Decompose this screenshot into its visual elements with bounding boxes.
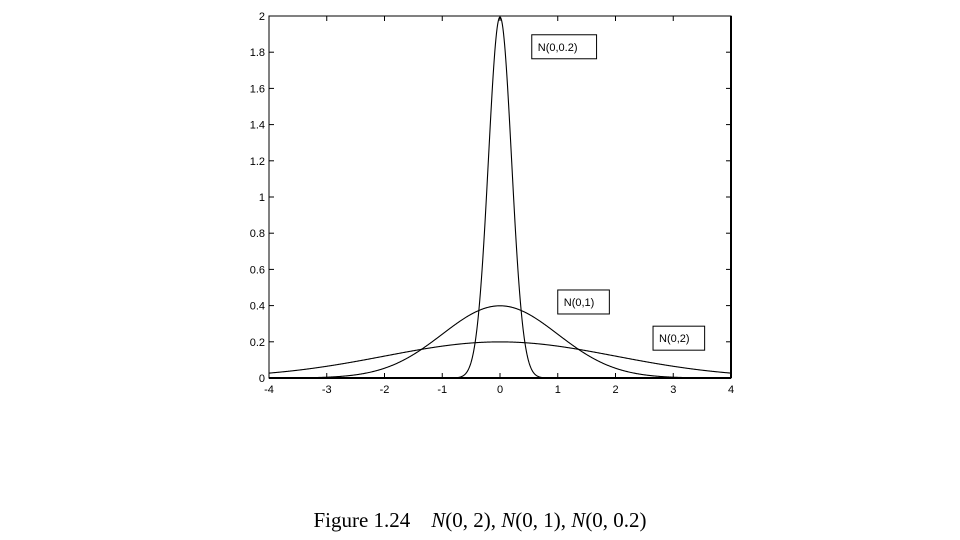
caption-r3: (0, 0.2) bbox=[585, 508, 647, 532]
y-tick-label: 2 bbox=[259, 11, 265, 23]
figure-caption: Figure 1.24 N(0, 2), N(0, 1), N(0, 0.2) bbox=[0, 508, 960, 533]
label-box: N(0,1) bbox=[557, 289, 610, 315]
curve-n-0-2- bbox=[268, 341, 732, 374]
caption-r2: (0, 1), bbox=[515, 508, 572, 532]
y-tick-label: 0.2 bbox=[250, 337, 265, 349]
caption-n3: N bbox=[571, 508, 586, 532]
annotations: N(0,0.2) N(0,1) N(0,2) bbox=[531, 34, 706, 351]
label-text: N(0,1) bbox=[564, 297, 595, 309]
x-tick-label: 4 bbox=[728, 384, 734, 396]
label-text: N(0,0.2) bbox=[538, 42, 578, 54]
plot-frame bbox=[268, 15, 732, 379]
x-tick-label: 0 bbox=[497, 384, 503, 396]
x-tick-label: -3 bbox=[322, 384, 332, 396]
caption-r1: (0, 2), bbox=[445, 508, 502, 532]
caption-n1: N bbox=[431, 508, 446, 532]
x-tick-label: 3 bbox=[670, 384, 676, 396]
x-tick-label: -2 bbox=[380, 384, 390, 396]
y-tick-label: 1.8 bbox=[250, 47, 265, 59]
label-text: N(0,2) bbox=[659, 333, 690, 345]
caption-n2: N bbox=[501, 508, 516, 532]
x-tick-label: 2 bbox=[612, 384, 618, 396]
y-tick-label: 1.6 bbox=[250, 83, 265, 95]
x-tick-label: 1 bbox=[555, 384, 561, 396]
y-tick-label: 1.4 bbox=[250, 120, 265, 132]
plot-area bbox=[268, 15, 732, 379]
label-box: N(0,2) bbox=[652, 325, 706, 351]
y-tick-label: 0.8 bbox=[250, 228, 265, 240]
curve-n-0-1- bbox=[268, 305, 732, 379]
y-tick-label: 1.2 bbox=[250, 156, 265, 168]
curves bbox=[268, 16, 732, 379]
y-tick-label: 0 bbox=[259, 373, 265, 385]
curve-n-0-0-2- bbox=[269, 16, 731, 379]
y-tick-label: 0.4 bbox=[250, 301, 265, 313]
chart: -4 -3 -2 -1 0 1 2 3 4 0 0.2 0.4 0.6 0.8 1 1.2 1.4 1.6 1.8 2… bbox=[250, 11, 734, 396]
y-tick-label: 0.6 bbox=[250, 264, 265, 276]
label-box: N(0,0.2) bbox=[531, 34, 598, 60]
y-tick-label: 1 bbox=[259, 192, 265, 204]
caption-prefix: Figure 1.24 bbox=[313, 508, 411, 532]
x-tick-label: -1 bbox=[437, 384, 447, 396]
x-tick-label: -4 bbox=[264, 384, 274, 396]
